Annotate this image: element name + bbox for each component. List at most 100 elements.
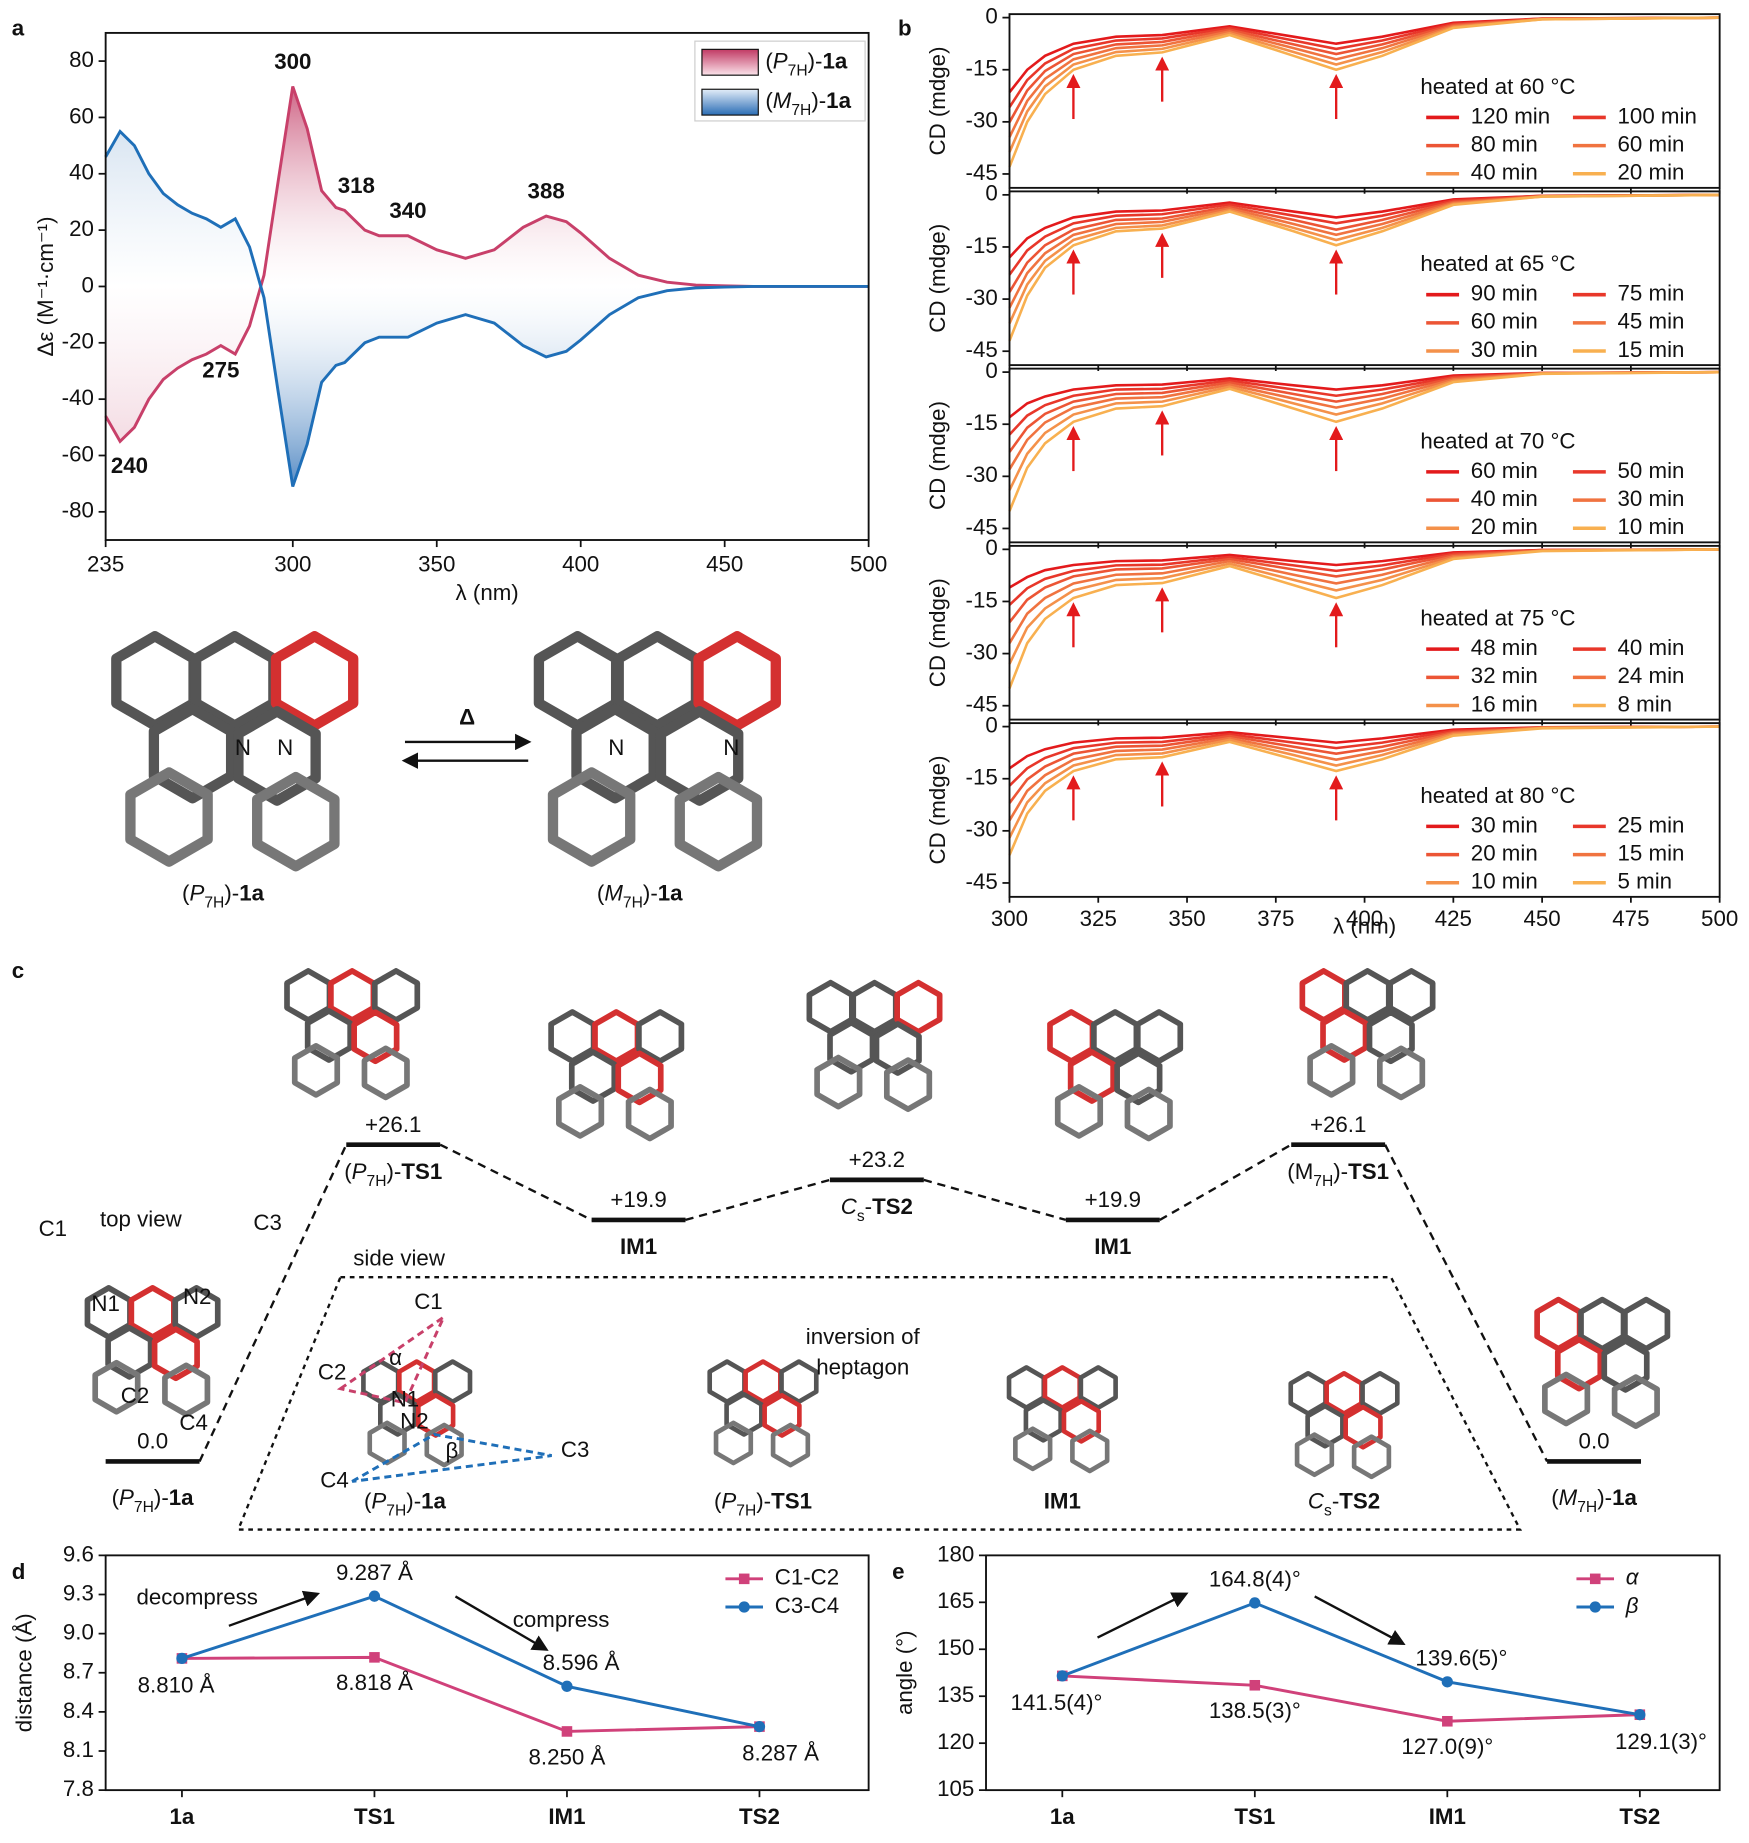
value-label: 8.250 Å (529, 1744, 606, 1769)
label-part: )- (386, 1159, 401, 1184)
atom-label: C4 (320, 1467, 349, 1492)
atom-label: C2 (318, 1359, 347, 1384)
ring (724, 1391, 764, 1437)
value-label: 141.5(4)° (1010, 1690, 1102, 1715)
ring (125, 767, 213, 867)
ring (814, 1054, 863, 1110)
legend-label: C3-C4 (775, 1593, 839, 1618)
annotation: heptagon (816, 1355, 909, 1380)
value-label: 139.6(5)° (1415, 1645, 1507, 1670)
ring (827, 1019, 876, 1075)
ring (762, 1393, 802, 1438)
ring (351, 1009, 400, 1065)
label-part: )- (154, 1485, 169, 1510)
label-part: )- (224, 880, 239, 905)
line (1008, 193, 1720, 259)
state-label: Cs-TS2 (841, 1194, 913, 1225)
legend-swatch (701, 48, 759, 76)
atom-label: N (723, 735, 739, 760)
x-tick-label: TS1 (354, 1804, 395, 1829)
x-tick-label: TS2 (1619, 1804, 1660, 1829)
legend-label: 75 min (1618, 281, 1685, 306)
legend-label: α (1626, 1565, 1640, 1590)
label-part: s (1324, 1502, 1332, 1519)
y-tick-label: -15 (966, 56, 998, 81)
ring (371, 968, 421, 1023)
label-part: TS1 (1348, 1159, 1389, 1184)
ring (1376, 1045, 1426, 1101)
line (1008, 725, 1720, 839)
marker (1249, 1597, 1261, 1609)
legend-label: 60 min (1618, 131, 1685, 156)
label-part: 7H (736, 1502, 756, 1519)
line (1062, 1674, 1640, 1723)
y-tick-label: 105 (937, 1776, 974, 1801)
value-label: 164.8(4)° (1209, 1567, 1301, 1592)
label-part: 7H (204, 894, 224, 911)
label-part: 7H (623, 894, 643, 911)
label-part: 1a (658, 880, 683, 905)
ring (1054, 1084, 1104, 1139)
legend-label: 16 min (1471, 691, 1538, 716)
trend-arrow (454, 1595, 549, 1651)
connector (439, 1143, 593, 1221)
y-tick-label: -30 (966, 285, 998, 310)
ring (377, 1391, 418, 1437)
marker (369, 1652, 380, 1663)
legend-label: 32 min (1471, 663, 1538, 688)
atom-label: N2 (400, 1409, 429, 1434)
ring (547, 767, 636, 867)
marker (1442, 1715, 1453, 1727)
label-part: P (371, 1488, 386, 1513)
label-part: )- (1333, 1159, 1348, 1184)
ring (1078, 1365, 1118, 1410)
compound-label: (M7H)-1a (597, 880, 683, 911)
line (1008, 725, 1720, 856)
legend-label: 10 min (1471, 869, 1538, 894)
ring (92, 1359, 141, 1415)
area (105, 86, 869, 442)
label-part: M (604, 880, 623, 905)
legend-marker (738, 1601, 750, 1613)
legend-label: β (1625, 1593, 1639, 1618)
y-axis-label: angle (°) (892, 1630, 917, 1715)
legend-label: 30 min (1618, 486, 1685, 511)
side-label: Cs-TS2 (1308, 1488, 1380, 1519)
legend-label: 20 min (1471, 514, 1538, 539)
legend-label: 8 min (1618, 691, 1673, 716)
angle-label: α (389, 1345, 402, 1370)
y-tick-label: 0 (985, 181, 997, 206)
ring (655, 706, 744, 806)
y-tick-label: 135 (937, 1682, 974, 1707)
state-label: (P7H)-1a (112, 1485, 195, 1516)
ring (625, 1086, 674, 1142)
label-part: 1a (169, 1485, 194, 1510)
x-tick-label: TS2 (739, 1804, 780, 1829)
ring (304, 1008, 353, 1063)
label-part: TS2 (872, 1194, 913, 1219)
x-tick-label: TS1 (1234, 1804, 1275, 1829)
line (181, 1655, 760, 1733)
state-label: (M7H)-TS1 (1287, 1159, 1389, 1190)
label-part: TS1 (771, 1488, 812, 1513)
y-axis-label: CD (mdge) (925, 46, 950, 155)
y-tick-label: -40 (62, 385, 94, 410)
legend-label: (M7H)-1a (765, 88, 851, 119)
y-axis-label: CD (mdge) (925, 578, 950, 687)
panel-letter: b (898, 15, 912, 40)
label-part: s (857, 1208, 865, 1225)
y-axis-label: CD (mdge) (925, 401, 950, 510)
y-axis-label: distance (Å) (12, 1613, 37, 1732)
marker (1249, 1679, 1261, 1691)
side-view-box (236, 1275, 1523, 1531)
x-tick-label: 1a (170, 1804, 195, 1829)
marker (1634, 1709, 1646, 1721)
marker (561, 1680, 573, 1692)
ring (1611, 1374, 1660, 1429)
legend-label: 30 min (1471, 812, 1538, 837)
y-tick-label: 20 (69, 216, 94, 241)
label-part: IM1 (1044, 1488, 1081, 1513)
ring (568, 1049, 618, 1104)
line (1008, 725, 1720, 787)
legend-title: heated at 80 °C (1420, 783, 1575, 808)
